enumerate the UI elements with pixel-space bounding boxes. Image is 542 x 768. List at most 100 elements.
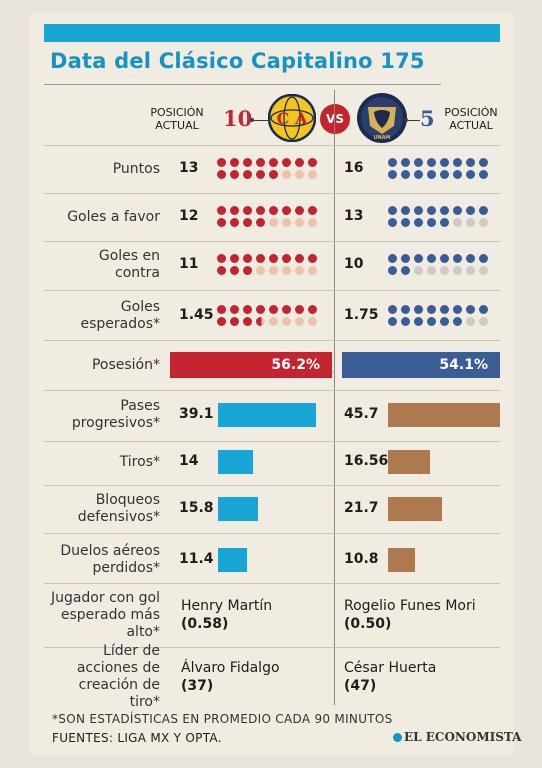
data-dot (243, 206, 252, 215)
sources: FUENTES: LIGA MX Y OPTA. (52, 731, 222, 745)
data-dot (243, 305, 252, 314)
data-dot (282, 254, 291, 263)
pumas-crest-text: UNAM (373, 135, 390, 141)
rank-america: 10 (223, 106, 253, 131)
value-pumas: 21.7 (344, 500, 379, 516)
data-dot (440, 158, 449, 167)
data-dot (282, 158, 291, 167)
data-dot (282, 170, 291, 179)
dot-grid (217, 254, 317, 275)
america-crest-text: C A (277, 109, 308, 128)
data-dot (282, 218, 291, 227)
possession-value-america: 56.2% (271, 357, 320, 373)
value-pumas: 13 (344, 208, 364, 224)
data-dot (466, 305, 475, 314)
center-divider (334, 90, 335, 705)
data-dot (217, 266, 226, 275)
possession-bar-america: 56.2% (170, 352, 332, 378)
data-dot (453, 158, 462, 167)
row-separator (44, 241, 500, 242)
row-label: Duelos aéreos perdidos* (60, 543, 160, 576)
data-dot (230, 305, 239, 314)
data-dot (388, 317, 397, 326)
dot-grid (217, 206, 317, 227)
brand-logo: EL ECONOMISTA (393, 730, 521, 744)
data-dot (256, 266, 265, 275)
arrow-dot-pumas (404, 118, 408, 122)
dot-grid (217, 305, 317, 326)
top-accent-bar (44, 24, 500, 42)
data-dot (401, 170, 410, 179)
data-dot (466, 170, 475, 179)
data-dot (230, 218, 239, 227)
data-dot (414, 266, 423, 275)
possession-value-pumas: 54.1% (439, 357, 488, 373)
data-dot (479, 266, 488, 275)
data-dot (243, 254, 252, 263)
player-name-america: Álvaro Fidalgo (181, 660, 280, 676)
player-name-america: Henry Martín (181, 598, 273, 614)
data-dot (388, 266, 397, 275)
dot-grid (388, 206, 488, 227)
data-dot (440, 170, 449, 179)
player-america: Álvaro Fidalgo (37) (181, 659, 280, 695)
data-dot (282, 206, 291, 215)
data-dot (308, 254, 317, 263)
data-dot (243, 266, 252, 275)
data-dot (308, 170, 317, 179)
dot-grid (388, 158, 488, 179)
row-label: Puntos (112, 160, 160, 177)
value-america: 14 (179, 453, 199, 469)
data-dot (466, 254, 475, 263)
dot-grid (388, 305, 488, 326)
value-america: 15.8 (179, 500, 214, 516)
data-dot (479, 317, 488, 326)
value-pumas: 45.7 (344, 406, 379, 422)
data-dot (414, 254, 423, 263)
player-value-america: (37) (181, 678, 214, 694)
brand-icon (393, 733, 402, 742)
data-dot (453, 317, 462, 326)
data-dot (230, 266, 239, 275)
title-divider (44, 84, 441, 85)
value-america: 13 (179, 160, 199, 176)
data-dot (388, 254, 397, 263)
data-dot (295, 158, 304, 167)
value-america: 12 (179, 208, 199, 224)
row-separator (44, 485, 500, 486)
data-dot (466, 317, 475, 326)
bar-america (218, 403, 316, 427)
data-dot (256, 317, 265, 326)
data-dot (401, 158, 410, 167)
infographic-card (30, 13, 513, 755)
value-pumas: 16.56 (344, 453, 389, 469)
dot-grid (217, 158, 317, 179)
position-label-america: POSICIÓN ACTUAL (150, 106, 204, 132)
row-separator (44, 290, 500, 291)
data-dot (479, 218, 488, 227)
data-dot (466, 158, 475, 167)
data-dot (308, 317, 317, 326)
data-dot (388, 158, 397, 167)
row-separator (44, 340, 500, 341)
data-dot (427, 206, 436, 215)
data-dot (388, 305, 397, 314)
data-dot (308, 158, 317, 167)
data-dot (256, 170, 265, 179)
data-dot (243, 158, 252, 167)
row-label: Líder de acciones de creación de tiro* (76, 643, 160, 710)
bar-pumas (388, 450, 430, 474)
data-dot (388, 218, 397, 227)
arrow-pumas (406, 120, 420, 121)
value-america: 39.1 (179, 406, 214, 422)
data-dot (269, 254, 278, 263)
value-america: 11 (179, 256, 199, 272)
player-pumas: Rogelio Funes Mori (0.50) (344, 597, 476, 633)
data-dot (269, 305, 278, 314)
data-dot (440, 254, 449, 263)
data-dot (243, 170, 252, 179)
arrow-dot-america (250, 118, 254, 122)
data-dot (217, 254, 226, 263)
data-dot (427, 305, 436, 314)
data-dot (308, 206, 317, 215)
